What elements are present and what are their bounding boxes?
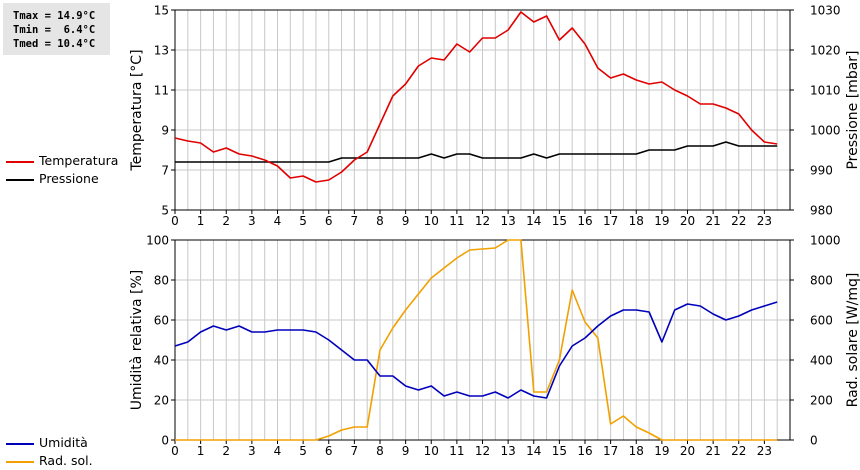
bottom-x-tick-label: 15 — [552, 444, 567, 458]
top-x-tick-label: 2 — [222, 214, 230, 228]
top-x-tick-label: 18 — [629, 214, 644, 228]
bottom-y-left-axis-title: Umidità relativa [%] — [129, 270, 145, 411]
top-x-tick-label: 19 — [654, 214, 669, 228]
legend-label-pressure: Pressione — [39, 171, 99, 186]
bottom-x-tick-label: 17 — [603, 444, 618, 458]
top-y-right-tick-label: 1030 — [810, 4, 841, 18]
bottom-x-tick-label: 16 — [577, 444, 592, 458]
top-x-tick-label: 14 — [526, 214, 541, 228]
bottom-x-tick-label: 7 — [351, 444, 359, 458]
bottom-x-tick-label: 13 — [500, 444, 515, 458]
top-y-left-tick-label: 11 — [154, 84, 169, 98]
top-x-tick-label: 23 — [757, 214, 772, 228]
top-y-left-tick-label: 15 — [154, 4, 169, 18]
bottom-x-tick-label: 8 — [376, 444, 384, 458]
charts-svg: 0 1 2 3 4 5 6 7 8 9 10 11 12 13 14 15 16 17 18 19 20 21 22 2357… — [129, 4, 860, 459]
bottom-y-right-tick-label: 200 — [810, 394, 833, 408]
top-x-tick-label: 1 — [197, 214, 205, 228]
top-series-pressione-line — [175, 141, 778, 163]
legend-item-temperature: Temperatura — [6, 152, 118, 170]
bottom-x-tick-label: 23 — [757, 444, 772, 458]
top-x-tick-label: 5 — [299, 214, 307, 228]
bottom-x-tick-label: 2 — [222, 444, 230, 458]
legend-item-humidity: Umidità — [6, 434, 93, 452]
top-x-tick-label: 3 — [248, 214, 256, 228]
legend-label-temperature: Temperatura — [39, 153, 119, 168]
top-x-tick-label: 12 — [475, 214, 490, 228]
bottom-x-tick-label: 0 — [171, 444, 179, 458]
bottom-x-tick-label: 5 — [299, 444, 307, 458]
top-x-tick-label: 0 — [171, 214, 179, 228]
tmed-text: Tmed = 10.4°C — [13, 38, 96, 50]
bottom-x-tick-label: 11 — [449, 444, 464, 458]
top-x-tick-label: 4 — [274, 214, 282, 228]
legend-label-humidity: Umidità — [39, 435, 88, 450]
bottom-x-tick-label: 18 — [629, 444, 644, 458]
top-x-tick-label: 9 — [402, 214, 410, 228]
top-chart: 0 1 2 3 4 5 6 7 8 9 10 11 12 13 14 15 16 17 18 19 20 21 22 2357… — [129, 4, 860, 229]
bottom-x-tick-label: 22 — [731, 444, 746, 458]
top-y-right-tick-label: 1010 — [810, 84, 841, 98]
top-x-tick-label: 21 — [705, 214, 720, 228]
top-x-tick-label: 11 — [449, 214, 464, 228]
top-y-left-tick-label: 5 — [161, 204, 169, 218]
bottom-x-tick-label: 21 — [705, 444, 720, 458]
bottom-x-tick-label: 12 — [475, 444, 490, 458]
bottom-x-tick-label: 6 — [325, 444, 333, 458]
bottom-x-tick-label: 3 — [248, 444, 256, 458]
bottom-y-right-tick-label: 400 — [810, 354, 833, 368]
legend-item-pressure: Pressione — [6, 170, 118, 188]
bottom-y-left-tick-label: 60 — [154, 314, 169, 328]
top-x-tick-label: 8 — [376, 214, 384, 228]
top-x-tick-label: 22 — [731, 214, 746, 228]
top-x-tick-label: 16 — [577, 214, 592, 228]
top-y-right-tick-label: 980 — [810, 204, 833, 218]
bottom-chart: 0 1 2 3 4 5 6 7 8 9 10 11 12 13 14 15 16 17 18 19 20 21 22 2302… — [129, 234, 860, 459]
top-x-tick-label: 13 — [500, 214, 515, 228]
tmax-text: Tmax = 14.9°C — [13, 10, 96, 22]
bottom-x-tick-label: 9 — [402, 444, 410, 458]
bottom-y-left-tick-label: 40 — [154, 354, 169, 368]
top-x-tick-label: 20 — [680, 214, 695, 228]
bottom-x-tick-label: 4 — [274, 444, 282, 458]
stats-box: Tmax = 14.9°C Tmin = 6.4°C Tmed = 10.4°C — [3, 3, 110, 55]
top-x-tick-label: 17 — [603, 214, 618, 228]
bottom-y-right-axis-title: Rad. solare [W/mq] — [845, 273, 860, 408]
top-x-tick-label: 6 — [325, 214, 333, 228]
bottom-y-left-tick-label: 80 — [154, 274, 169, 288]
top-chart-legend: Temperatura Pressione — [6, 152, 118, 188]
top-y-right-tick-label: 1020 — [810, 44, 841, 58]
top-y-right-tick-label: 990 — [810, 164, 833, 178]
bottom-y-right-tick-label: 0 — [810, 434, 818, 448]
legend-swatch-temperature — [6, 161, 34, 163]
top-series-temperatura-line — [174, 11, 778, 183]
legend-swatch-pressure — [6, 179, 34, 181]
bottom-x-tick-label: 1 — [197, 444, 205, 458]
tmin-text: Tmin = 6.4°C — [13, 24, 96, 36]
top-y-right-tick-label: 1000 — [810, 124, 841, 138]
bottom-y-left-tick-label: 20 — [154, 394, 169, 408]
bottom-x-tick-label: 14 — [526, 444, 541, 458]
bottom-y-right-tick-label: 800 — [810, 274, 833, 288]
top-x-tick-label: 7 — [351, 214, 359, 228]
bottom-y-right-tick-label: 1000 — [810, 234, 841, 248]
top-x-tick-label: 10 — [424, 214, 439, 228]
bottom-y-left-tick-label: 0 — [161, 434, 169, 448]
legend-swatch-humidity — [6, 443, 34, 445]
legend-swatch-radiation — [6, 461, 34, 463]
bottom-x-tick-label: 19 — [654, 444, 669, 458]
bottom-y-left-tick-label: 100 — [146, 234, 169, 248]
top-y-left-tick-label: 13 — [154, 44, 169, 58]
bottom-x-tick-label: 10 — [424, 444, 439, 458]
bottom-series-umidit-line — [174, 301, 778, 399]
bottom-y-right-tick-label: 600 — [810, 314, 833, 328]
top-y-right-axis-title: Pressione [mbar] — [845, 50, 860, 169]
top-y-left-axis-title: Temperatura [°C] — [129, 49, 145, 171]
bottom-x-tick-label: 20 — [680, 444, 695, 458]
top-y-left-tick-label: 9 — [161, 124, 169, 138]
bottom-series-rad-sol-line — [175, 239, 778, 441]
top-x-tick-label: 15 — [552, 214, 567, 228]
top-y-left-tick-label: 7 — [161, 164, 169, 178]
